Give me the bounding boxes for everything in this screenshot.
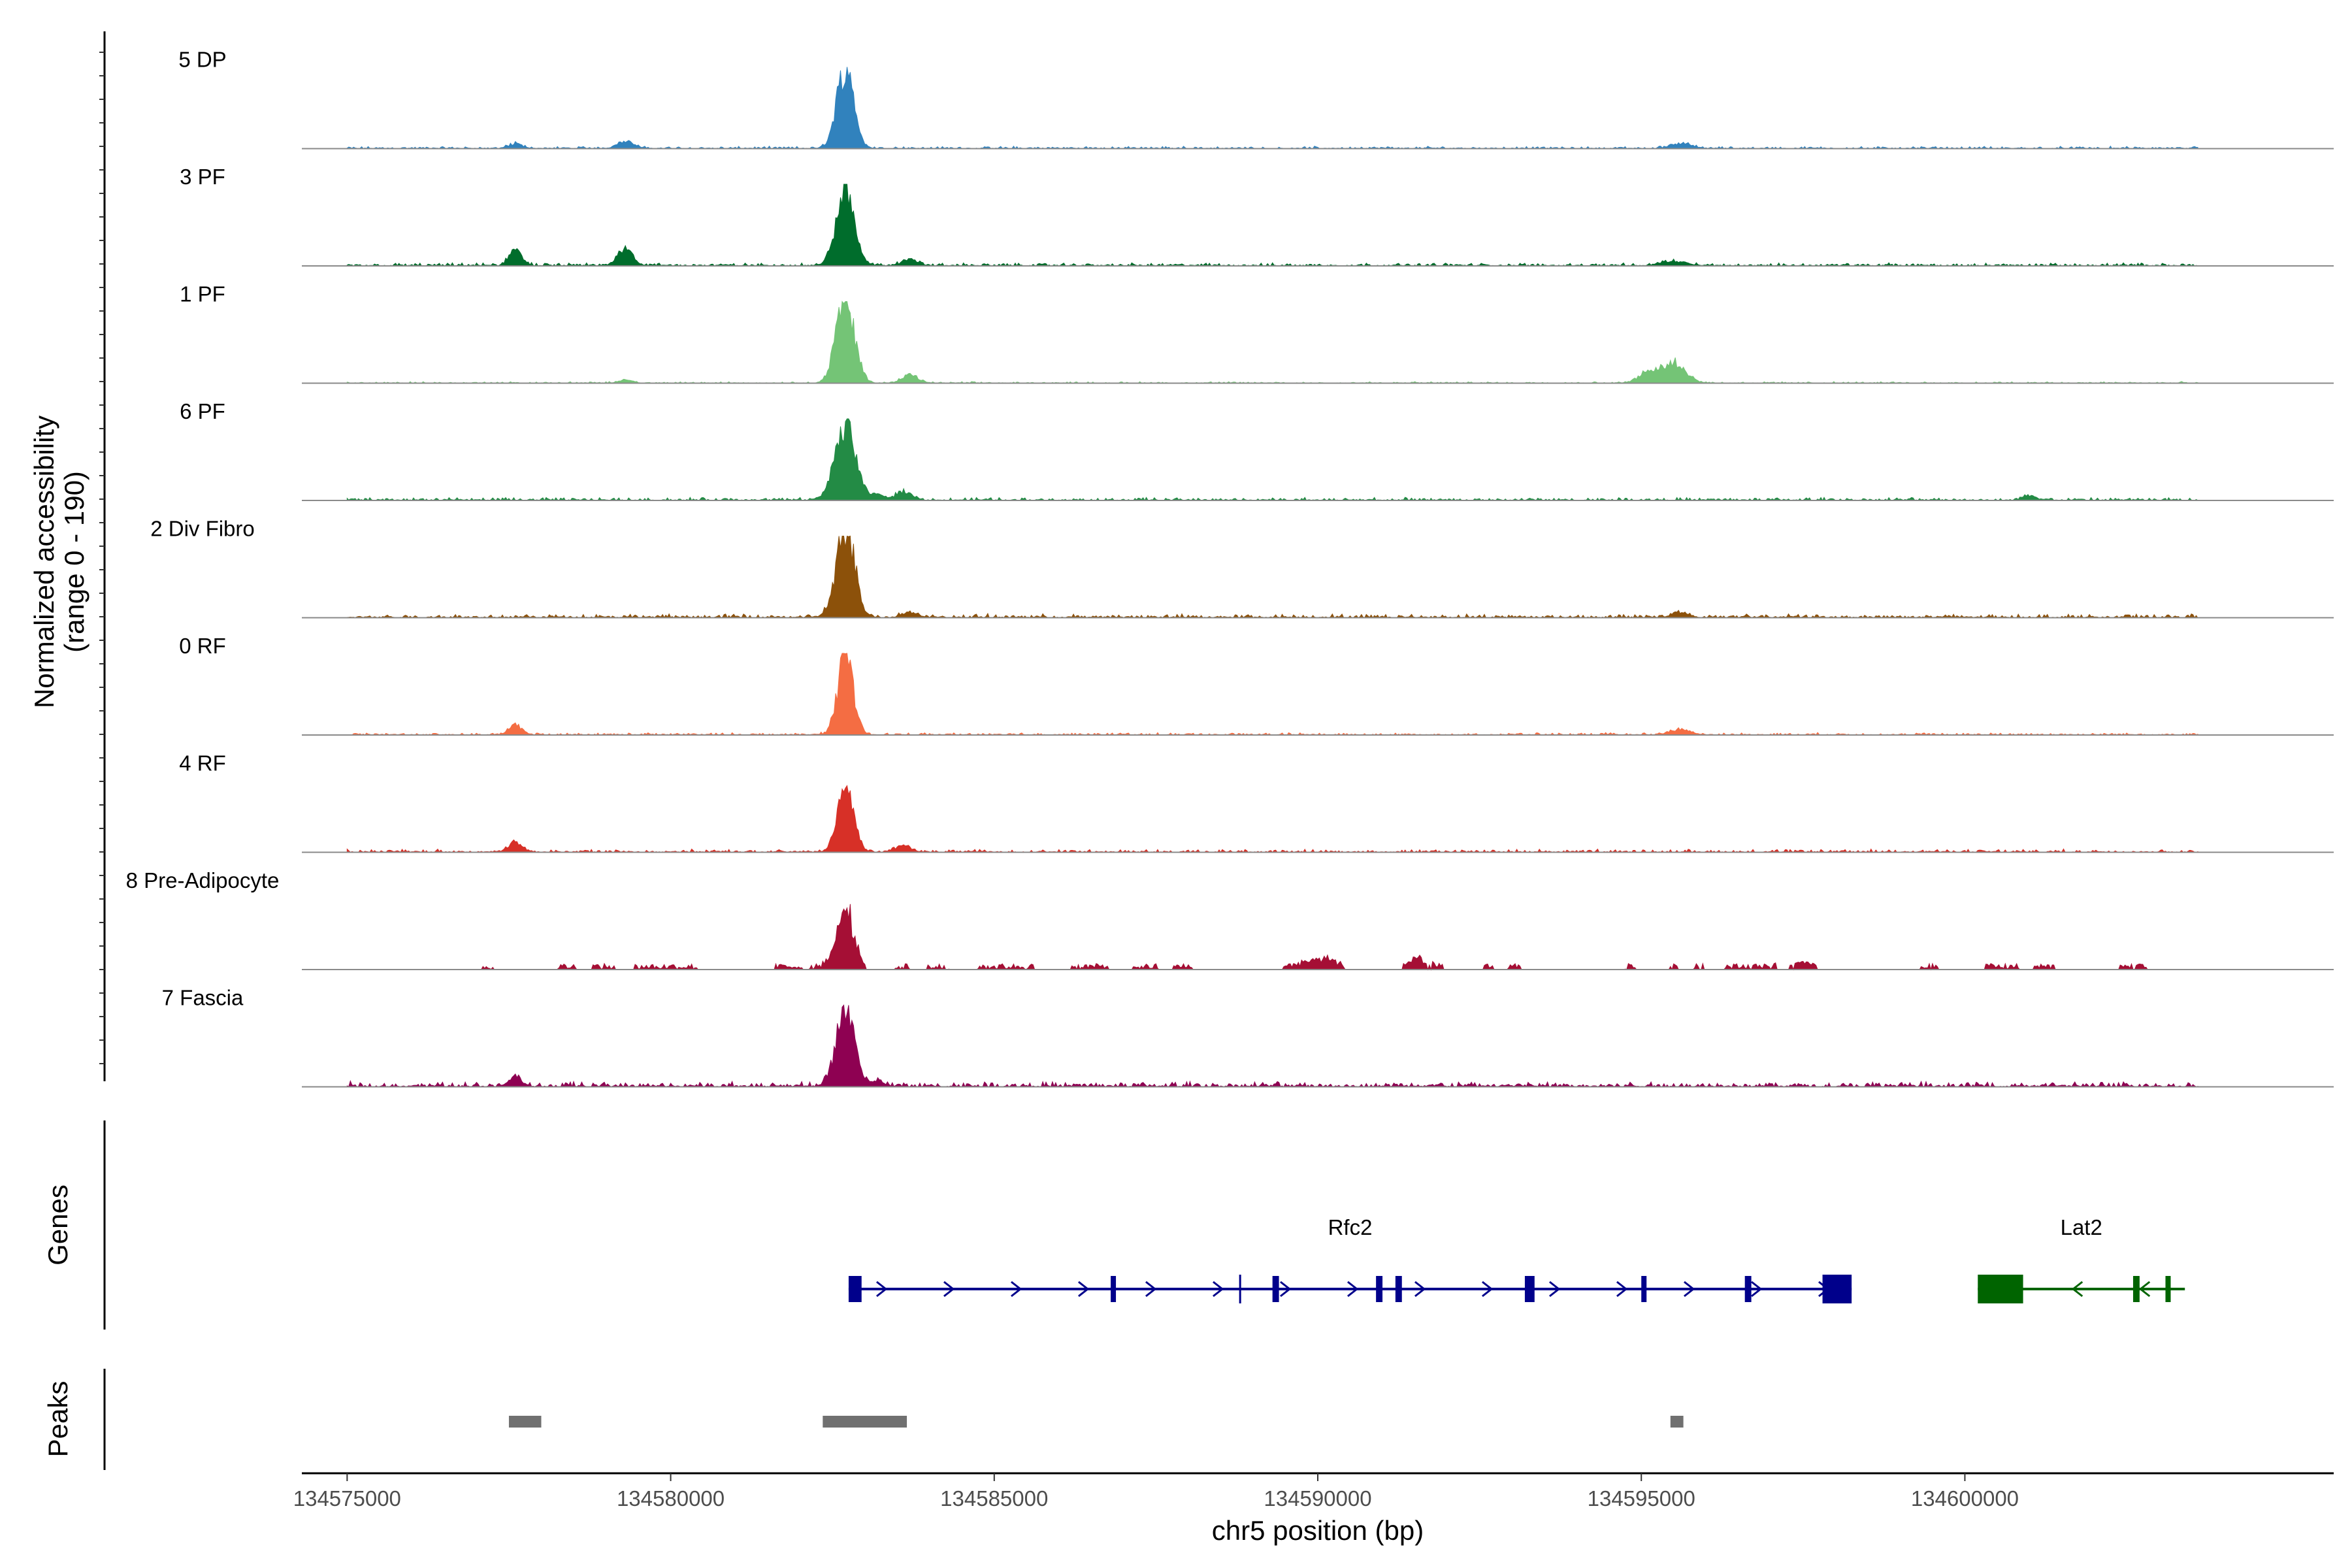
gene-name-label: Rfc2 bbox=[1328, 1215, 1373, 1239]
gene-exon bbox=[1822, 1275, 1852, 1303]
y-axis-title-line1: Normalized accessibility bbox=[29, 416, 59, 708]
coverage-area bbox=[347, 904, 2198, 971]
coverage-area bbox=[346, 653, 2198, 736]
gene-exon bbox=[1376, 1276, 1383, 1302]
track-label: 4 RF bbox=[179, 751, 226, 776]
strand-arrow bbox=[943, 1281, 955, 1298]
x-tick-label: 134590000 bbox=[1264, 1486, 1371, 1511]
gene-exon bbox=[1395, 1276, 1402, 1302]
strand-arrow bbox=[1213, 1281, 1224, 1298]
gene-exon bbox=[1272, 1276, 1279, 1302]
x-axis-ticks: 134575000 134580000 134585000 134590000 1345… bbox=[293, 1473, 2019, 1511]
gene-exon bbox=[848, 1276, 862, 1302]
gene-exon bbox=[1641, 1276, 1647, 1302]
track-label: 0 RF bbox=[179, 634, 226, 658]
track-8-pre-adipocyte: 8 Pre-Adipocyte bbox=[126, 868, 2334, 971]
gene-name-label: Lat2 bbox=[2061, 1215, 2102, 1239]
strand-arrow bbox=[1414, 1281, 1426, 1298]
strand-arrow bbox=[1145, 1281, 1157, 1298]
strand-arrow bbox=[1011, 1281, 1022, 1298]
peak-region bbox=[1670, 1416, 1684, 1428]
strand-arrow bbox=[876, 1281, 888, 1298]
x-tick-label: 134600000 bbox=[1911, 1486, 2019, 1511]
strand-arrow bbox=[1078, 1281, 1090, 1298]
x-tick-label: 134595000 bbox=[1588, 1486, 1695, 1511]
gene-exon bbox=[2165, 1276, 2171, 1302]
x-tick-label: 134580000 bbox=[617, 1486, 725, 1511]
strand-arrow bbox=[1280, 1281, 1292, 1298]
y-axis-title-line2: (range 0 - 190) bbox=[59, 471, 90, 653]
track-5-dp: 5 DP bbox=[178, 48, 2334, 150]
gene-lat2: Lat2 bbox=[1978, 1215, 2185, 1303]
peaks-axis-label: Peaks bbox=[42, 1381, 73, 1458]
x-tick-label: 134575000 bbox=[293, 1486, 401, 1511]
strand-arrow bbox=[1751, 1281, 1763, 1298]
strand-arrow bbox=[1684, 1281, 1695, 1298]
strand-arrow bbox=[1482, 1281, 1494, 1298]
strand-arrow bbox=[2138, 1281, 2151, 1298]
coverage-area bbox=[346, 1004, 2198, 1088]
track-7-fascia: 7 Fascia bbox=[162, 986, 2334, 1088]
track-3-pf: 3 PF bbox=[180, 165, 2334, 267]
track-label: 2 Div Fibro bbox=[150, 517, 255, 541]
coverage-area bbox=[346, 184, 2198, 267]
track-label: 6 PF bbox=[180, 399, 225, 423]
track-1-pf: 1 PF bbox=[180, 282, 2334, 384]
genes-track: Rfc2 Lat2 bbox=[848, 1215, 2185, 1303]
coverage-area bbox=[346, 785, 2198, 853]
track-4-rf: 4 RF bbox=[179, 751, 2334, 853]
gene-exon bbox=[1744, 1276, 1752, 1302]
track-6-pf: 6 PF bbox=[180, 399, 2334, 502]
x-tick-label: 134585000 bbox=[940, 1486, 1048, 1511]
strand-arrow bbox=[1616, 1281, 1628, 1298]
coverage-area bbox=[346, 418, 2198, 502]
gene-exon bbox=[1111, 1276, 1117, 1302]
track-label: 1 PF bbox=[180, 282, 225, 306]
peak-region bbox=[823, 1416, 907, 1428]
peaks-track bbox=[508, 1416, 1684, 1428]
track-0-rf: 0 RF bbox=[179, 634, 2334, 736]
gene-exon bbox=[1978, 1275, 2023, 1303]
track-label: 7 Fascia bbox=[162, 986, 244, 1010]
track-label: 3 PF bbox=[180, 165, 225, 189]
genes-axis-label: Genes bbox=[42, 1184, 73, 1266]
strand-arrow bbox=[1549, 1281, 1561, 1298]
x-axis-title: chr5 position (bp) bbox=[1212, 1515, 1424, 1546]
track-label: 8 Pre-Adipocyte bbox=[126, 868, 280, 892]
track-label: 5 DP bbox=[178, 48, 226, 72]
gene-exon bbox=[1524, 1276, 1535, 1302]
coverage-area bbox=[346, 535, 2199, 619]
coverage-tracks: 5 DP 3 PF 1 PF 6 PF 2 Div Fibro 0 RF 4 RF 8 Pre… bbox=[126, 48, 2334, 1088]
strand-arrow bbox=[2071, 1281, 2083, 1298]
coverage-area bbox=[346, 67, 2198, 150]
gene-exon bbox=[2132, 1276, 2140, 1302]
track-2-div-fibro: 2 Div Fibro bbox=[150, 517, 2334, 619]
peak-region bbox=[508, 1416, 542, 1428]
gene-rfc2: Rfc2 bbox=[848, 1215, 1852, 1303]
coverage-area bbox=[346, 301, 2198, 384]
strand-arrow bbox=[1347, 1281, 1359, 1298]
tracks-y-axis-ticks bbox=[99, 52, 105, 1064]
